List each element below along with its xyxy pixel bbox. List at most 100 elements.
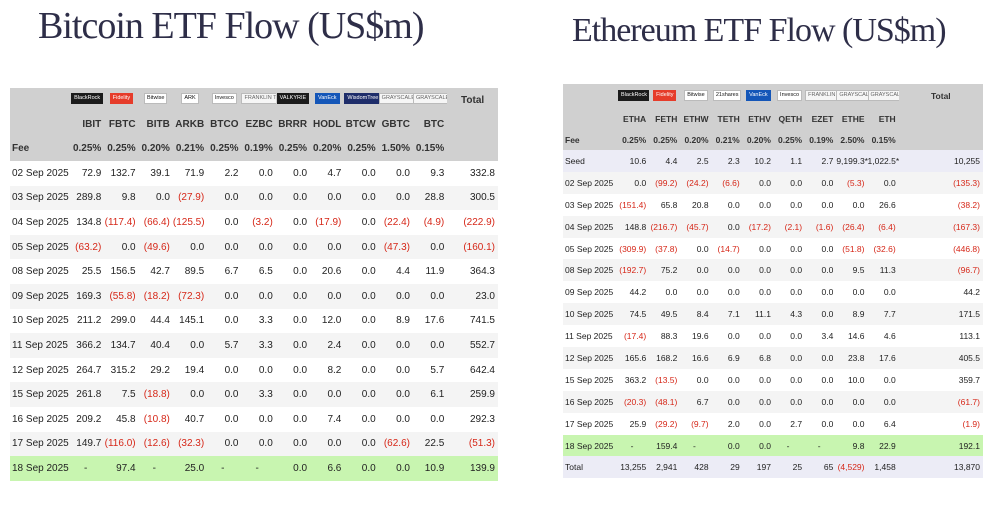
flow-cell: (18.8) [138,382,173,407]
flow-cell: 0.0 [805,347,837,369]
flow-cell: 11.9 [412,259,448,284]
flow-cell: 16.6 [680,347,712,369]
flow-cell: (45.7) [680,215,712,238]
flow-cell: 0.0 [344,406,379,432]
fee-value: 0.25% [344,136,379,161]
flow-cell: 97.4 [104,456,139,481]
flow-cell: 6.9 [711,347,743,369]
flow-cell: 0.0 [867,368,899,391]
fee-value: 0.25% [618,129,650,150]
flow-cell: 12.0 [310,308,345,334]
ticker-label: ETHA [618,108,650,129]
ticker-label: BTCW [344,112,379,136]
flow-cell: 0.0 [742,325,774,348]
fee-value: 0.25% [104,136,139,161]
issuer-logo: FRANKLIN TEMPLETON [805,89,837,101]
flow-cell: 0.0 [378,456,413,481]
table-row: 04 Sep 2025 134.8 (117.4) (66.4) (125.5) 0.0(… [10,210,498,235]
flow-cell: (99.2) [649,171,681,194]
flow-cell: 29.2 [138,357,173,383]
fee-value: 0.15% [412,136,448,161]
flow-cell: 197 [742,456,774,479]
flow-cell: 0.0 [711,325,743,348]
issuer-logo-cell: Bitwise [680,84,712,108]
flow-cell: 0.0 [805,259,837,282]
flow-cell: 0.0 [344,357,379,383]
flow-cell: 0.0 [680,281,712,304]
flow-cell: 17.6 [412,308,448,334]
issuer-logo-cell: BlackRock [70,88,105,112]
issuer-logo: GRAYSCALE [412,93,448,104]
flow-cell: 42.7 [138,259,173,284]
issuer-logo: VanEck [314,93,340,104]
issuer-logo-cell: Invesco [773,84,806,108]
flow-cell: 0.0 [836,412,868,435]
flow-cell: 0.0 [275,210,311,235]
flow-cell: 0.0 [742,171,774,194]
row-total: 292.3 [447,406,498,432]
flow-cell: (125.5) [172,210,208,235]
fee-value: 0.19% [241,136,276,161]
table-row: 10 Sep 2025 211.2 299.0 44.4 145.1 0.0 3.3 0.0 1… [10,308,498,334]
flow-cell: 0.0 [773,325,806,348]
flow-cell: 0.0 [773,237,806,260]
row-total: 332.8 [447,161,498,186]
flow-cell: (22.4) [378,210,413,235]
flow-cell: 0.0 [742,368,774,391]
table-row: 08 Sep 2025 (192.7) 75.2 0.0 0.0 0.0 0.0 0.0 9.5… [563,259,983,282]
flow-cell: 165.6 [618,347,650,369]
flow-cell: 0.0 [207,210,242,235]
table-row: Total 13,255 2,941 428 29 197 25 65 (4,529) 1,458… [563,456,983,479]
row-total: 13,870 [898,456,983,479]
row-date: 10 Sep 2025 [10,308,70,334]
flow-cell: (192.7) [618,259,650,282]
fee-value: 0.19% [805,129,837,150]
flow-cell: 0.0 [742,193,774,216]
flow-cell: 45.8 [104,406,139,432]
issuer-logo-cell: GRAYSCALE [836,84,868,108]
row-date: 11 Sep 2025 [563,325,618,348]
flow-cell: 10.0 [836,368,868,391]
issuer-logo-cell: WisdomTree [344,88,379,112]
blank-cell [447,112,498,136]
flow-cell: 44.2 [618,281,650,304]
flow-cell: 0.0 [207,283,242,309]
flow-cell: 0.0 [649,281,681,304]
table-row: 12 Sep 2025 165.6 168.2 16.6 6.9 6.8 0.0 0.0 23.… [563,347,983,369]
flow-cell: (47.3) [378,234,413,260]
issuer-logo-cell: VanEck [742,84,774,108]
flow-cell: 0.0 [275,161,311,186]
flow-cell: 25.0 [172,456,208,481]
table-row: 02 Sep 2025 72.9 132.7 39.1 71.9 2.2 0.0 0.0 4.7… [10,161,498,186]
issuer-logo: Invesco [211,93,237,104]
flow-cell: 0.0 [275,185,311,211]
flow-cell: (51.8) [836,237,868,260]
flow-cell: (20.3) [618,390,650,413]
flow-cell: 0.0 [805,237,837,260]
table-row: 09 Sep 2025 44.2 0.0 0.0 0.0 0.0 0.0 0.0 0.0 0.0 4… [563,281,983,304]
fee-value: 0.25% [649,129,681,150]
row-date: 17 Sep 2025 [10,431,70,457]
flow-cell: (18.2) [138,283,173,309]
flow-cell: (63.2) [70,234,105,260]
issuer-logo: WisdomTree [344,93,379,104]
flow-cell: 0.0 [241,185,276,211]
fee-label: Fee [10,136,70,161]
row-total: (51.3) [447,431,498,457]
ticker-label: ETH [867,108,899,129]
row-total: 405.5 [898,347,983,369]
flow-cell: 0.0 [275,283,311,309]
flow-cell: 0.0 [275,382,311,407]
ticker-label: FETH [649,108,681,129]
flow-cell: 2.4 [310,333,345,358]
flow-cell: 0.0 [241,431,276,457]
issuer-logo-cell: Bitwise [138,88,173,112]
flow-cell: 0.0 [241,357,276,383]
flow-cell: 0.0 [805,193,837,216]
flow-cell: 0.0 [412,234,448,260]
flow-cell: - [680,434,712,457]
ticker-label: HODL [310,112,345,136]
flow-cell: (66.4) [138,210,173,235]
table-row: 11 Sep 2025 366.2 134.7 40.4 0.0 5.7 3.3 0.0 2.4… [10,333,498,358]
flow-cell: 6.1 [412,382,448,407]
